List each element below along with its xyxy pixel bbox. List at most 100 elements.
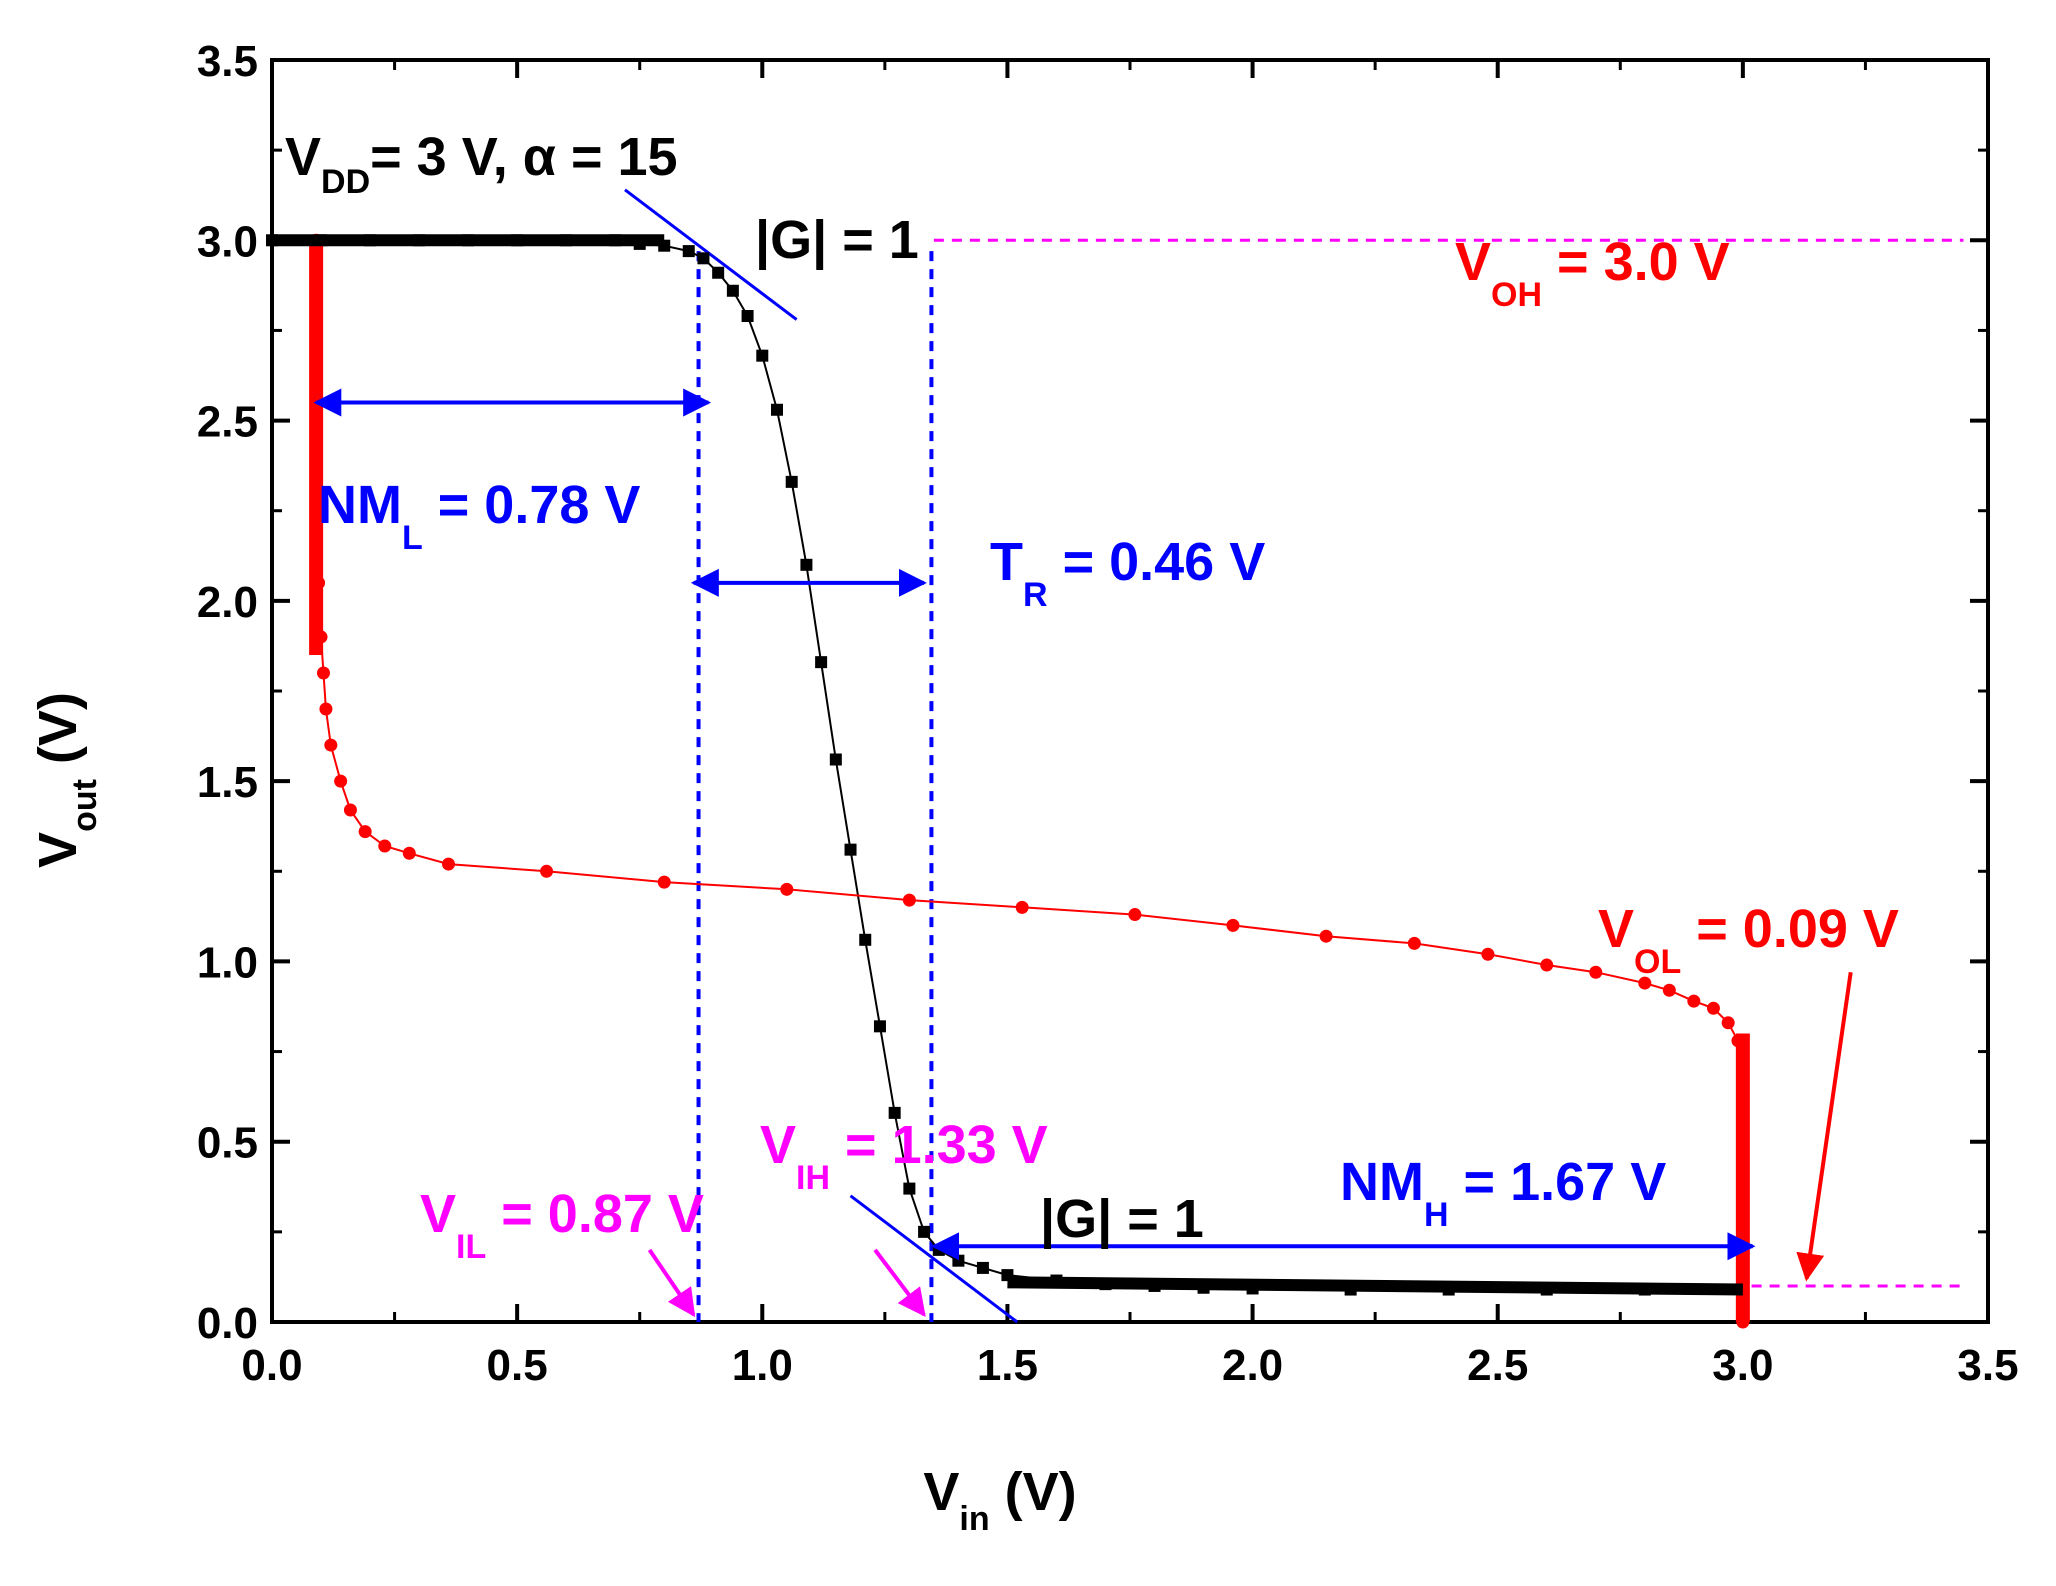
vih-label-rest: = 1.33 V xyxy=(830,1115,1048,1175)
data-point-circle xyxy=(402,846,416,860)
vol-label: VOL = 0.09 V xyxy=(1598,899,1899,981)
data-point-circle xyxy=(902,893,916,907)
data-point-square xyxy=(952,1254,965,1267)
y-axis-title-unit: (V) xyxy=(28,692,88,779)
vih-label-main: V xyxy=(760,1115,796,1175)
vil-label: VIL = 0.87 V xyxy=(420,1184,704,1266)
nml-label-main: NM xyxy=(318,475,402,535)
x-axis-title-sub: in xyxy=(959,1500,989,1538)
voh-label: VOH = 3.0 V xyxy=(1455,232,1730,314)
nml-label: NML = 0.78 V xyxy=(318,475,640,557)
series-layer xyxy=(266,233,1750,1329)
x-tick-label: 2.0 xyxy=(1222,1341,1283,1390)
data-point-square xyxy=(918,1225,931,1238)
y-axis-title-main: V xyxy=(28,832,88,868)
vih-label-sub: IH xyxy=(796,1159,830,1197)
gain-top-label: |G| = 1 xyxy=(755,210,919,271)
vih-label: VIH = 1.33 V xyxy=(760,1115,1048,1197)
nmh-label-sub: H xyxy=(1424,1196,1449,1234)
data-point-square xyxy=(726,284,739,297)
data-point-circle xyxy=(1687,994,1701,1008)
x-tick-label: 2.5 xyxy=(1467,1341,1528,1390)
data-point-circle xyxy=(540,864,554,878)
x-tick-label: 1.5 xyxy=(977,1341,1038,1390)
voh-label-main: V xyxy=(1455,232,1491,292)
data-point-circle xyxy=(316,666,330,680)
x-tick-label: 0.5 xyxy=(487,1341,548,1390)
y-axis-title-sub: out xyxy=(66,779,104,832)
y-tick-label: 0.5 xyxy=(197,1119,258,1168)
vil-pointer-arrow xyxy=(647,1248,696,1318)
gain-bottom-label: |G| = 1 xyxy=(1040,1189,1204,1250)
data-point-circle xyxy=(358,825,372,839)
data-point-circle xyxy=(1226,918,1240,932)
vil-label-sub: IL xyxy=(456,1228,486,1266)
vol-label-rest: = 0.09 V xyxy=(1681,899,1899,959)
data-point-circle xyxy=(1721,1016,1735,1030)
data-point-square xyxy=(873,1020,886,1033)
data-point-square xyxy=(844,843,857,856)
data-point-circle xyxy=(780,882,794,896)
data-point-square xyxy=(859,933,872,946)
y-axis-title: Vout (V) xyxy=(28,692,104,868)
x-axis-title: Vin (V) xyxy=(923,1462,1076,1538)
data-point-circle xyxy=(1662,983,1676,997)
y-tick-label: 1.0 xyxy=(197,938,258,987)
axis-ticks: 0.0 0.5 1.0 1.5 2.0 2.5 3.0 3.5 0.0 0.5 1.0 1.5 2.0 2… xyxy=(197,37,2019,1390)
vil-label-main: V xyxy=(420,1184,456,1244)
tangent-top-line xyxy=(624,188,798,321)
voh-label-rest: = 3.0 V xyxy=(1542,232,1730,292)
x-axis-title-unit: (V) xyxy=(990,1462,1077,1522)
data-point-circle xyxy=(1128,908,1142,922)
data-point-square xyxy=(741,310,754,323)
data-point-circle xyxy=(1015,900,1029,914)
x-tick-label: 3.0 xyxy=(1712,1341,1773,1390)
data-point-square xyxy=(800,558,813,571)
vol-label-main: V xyxy=(1598,899,1634,959)
data-point-circle xyxy=(1540,958,1554,972)
vdd-alpha-label: VDD= 3 V, α = 15 xyxy=(285,127,678,201)
y-tick-label: 0.0 xyxy=(197,1299,258,1348)
guide-lines xyxy=(624,188,1964,1324)
data-point-circle xyxy=(1638,976,1652,990)
nml-label-rest: = 0.78 V xyxy=(423,475,641,535)
data-point-circle xyxy=(343,803,357,817)
data-point-circle xyxy=(324,738,338,752)
tr-label-rest: = 0.46 V xyxy=(1048,532,1266,592)
data-point-circle xyxy=(378,839,392,853)
data-point-circle xyxy=(1589,965,1603,979)
nmh-label-main: NM xyxy=(1340,1152,1424,1212)
data-point-circle xyxy=(334,774,348,788)
tr-label-sub: R xyxy=(1023,576,1048,614)
data-point-square xyxy=(682,245,695,258)
vol-label-sub: OL xyxy=(1634,943,1681,981)
tangent-bottom-line xyxy=(849,1194,1019,1324)
y-tick-label: 2.5 xyxy=(197,398,258,447)
x-tick-label: 0.0 xyxy=(241,1341,302,1390)
data-point-square xyxy=(888,1106,901,1119)
plot-border xyxy=(270,58,1990,1324)
y-tick-label: 3.0 xyxy=(197,217,258,266)
tr-label: TR = 0.46 V xyxy=(990,532,1265,614)
data-point-circle xyxy=(319,702,333,716)
data-point-square xyxy=(697,252,710,265)
nmh-label: NMH = 1.67 V xyxy=(1340,1152,1666,1234)
data-point-square xyxy=(815,656,828,669)
data-point-circle xyxy=(1706,1001,1720,1015)
data-point-square xyxy=(756,349,769,362)
x-tick-label: 1.0 xyxy=(732,1341,793,1390)
data-point-circle xyxy=(657,875,671,889)
data-point-circle xyxy=(442,857,456,871)
vdd-label-rest: = 3 V, α = 15 xyxy=(370,127,677,187)
y-tick-label: 1.5 xyxy=(197,758,258,807)
data-point-square xyxy=(829,753,842,766)
vil-label-rest: = 0.87 V xyxy=(486,1184,704,1244)
nml-label-sub: L xyxy=(402,519,423,557)
data-point-square xyxy=(976,1261,989,1274)
data-point-square xyxy=(770,403,783,416)
y-tick-label: 3.5 xyxy=(197,37,258,86)
data-point-circle xyxy=(1481,947,1495,961)
plot-frame xyxy=(270,58,1990,1324)
vol-pointer-arrow xyxy=(1796,971,1853,1282)
voh-label-sub: OH xyxy=(1491,276,1542,314)
